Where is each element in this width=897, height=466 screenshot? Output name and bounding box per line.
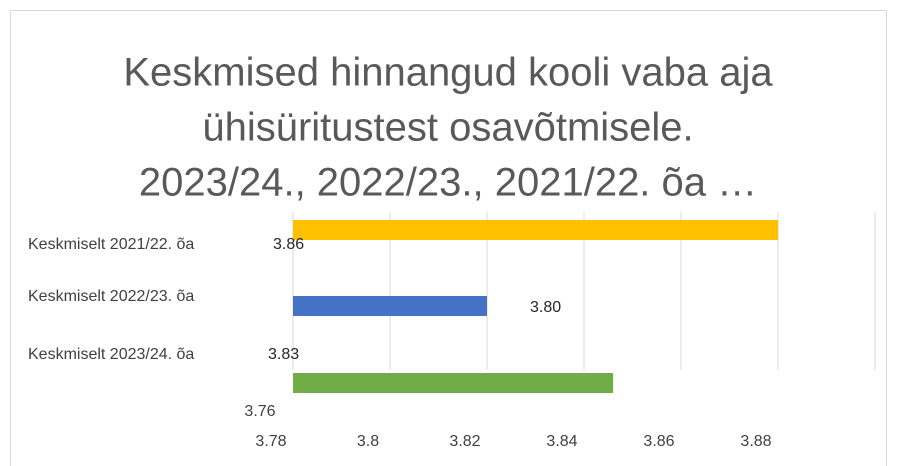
chart-border xyxy=(10,10,887,466)
x-tick-label: 3.88 xyxy=(740,433,771,450)
bar xyxy=(293,373,614,393)
bar xyxy=(293,220,778,240)
x-tick-label: 3.86 xyxy=(643,433,674,450)
category-label: Keskmiselt 2022/23. õa xyxy=(28,288,194,305)
x-tick-label: 3.78 xyxy=(255,433,286,450)
x-tick-label: 3.82 xyxy=(449,433,480,450)
x-tick-label: 3.84 xyxy=(546,433,577,450)
x-tick-label: 3.76 xyxy=(244,403,275,420)
category-label: Keskmiselt 2021/22. õa xyxy=(28,236,194,253)
category-label: Keskmiselt 2023/24. õa xyxy=(28,346,194,363)
data-label: 3.83 xyxy=(268,346,299,363)
bar xyxy=(293,296,487,316)
chart-title: ühisüritustest osavõtmisele. xyxy=(202,106,693,150)
data-label: 3.86 xyxy=(273,236,304,253)
chart-title: Keskmised hinnangud kooli vaba aja xyxy=(123,51,773,95)
data-label: 3.80 xyxy=(530,299,561,316)
x-tick-label: 3.8 xyxy=(357,433,379,450)
chart-title: 2023/24., 2022/23., 2021/22. õa … xyxy=(139,161,757,205)
